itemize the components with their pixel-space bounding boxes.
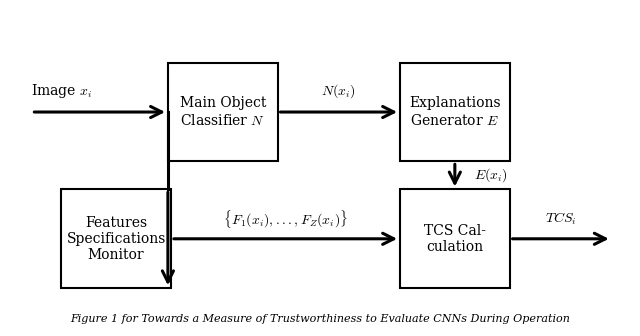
Text: Image $x_i$: Image $x_i$: [31, 82, 93, 99]
Text: Explanations
Generator $E$: Explanations Generator $E$: [409, 96, 500, 128]
Text: $TCS_i$: $TCS_i$: [545, 211, 577, 227]
FancyBboxPatch shape: [400, 190, 509, 288]
Text: $E(x_i)$: $E(x_i)$: [474, 167, 508, 184]
Text: Figure 1 for Towards a Measure of Trustworthiness to Evaluate CNNs During Operat: Figure 1 for Towards a Measure of Trustw…: [70, 314, 570, 325]
Text: $\{F_1(x_i),...,F_Z(x_i)\}$: $\{F_1(x_i),...,F_Z(x_i)\}$: [223, 208, 348, 230]
Text: Main Object
Classifier $N$: Main Object Classifier $N$: [180, 96, 266, 128]
FancyBboxPatch shape: [61, 190, 171, 288]
Text: TCS Cal-
culation: TCS Cal- culation: [424, 224, 486, 254]
Text: Features
Specifications
Monitor: Features Specifications Monitor: [67, 216, 166, 262]
FancyBboxPatch shape: [168, 62, 278, 161]
Text: $N(x_i)$: $N(x_i)$: [321, 82, 356, 99]
FancyBboxPatch shape: [400, 62, 509, 161]
